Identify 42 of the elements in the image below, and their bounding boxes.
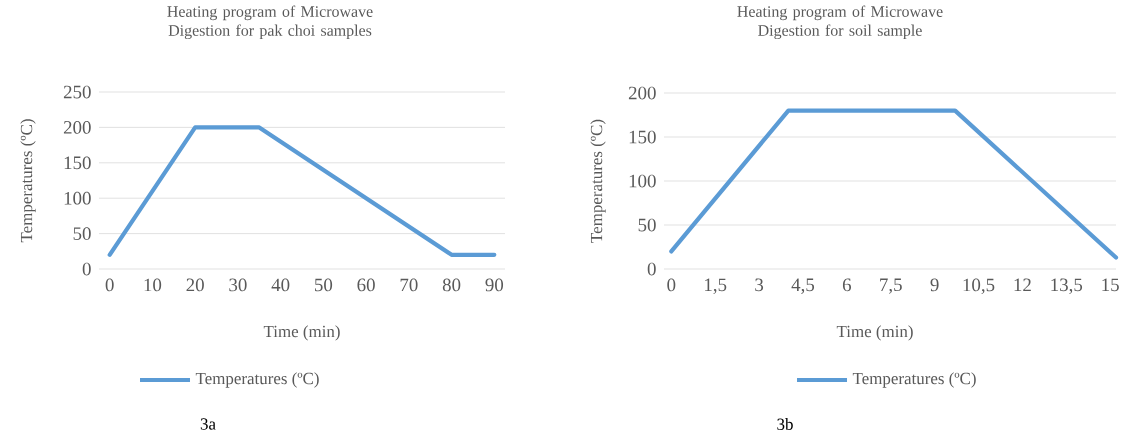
y-tick-label: 200 (628, 86, 656, 100)
y-tick-label: 50 (73, 227, 91, 240)
y-tick-label: 100 (629, 174, 656, 188)
y-tick-label: 100 (64, 191, 91, 205)
chart-title: Heating program of Microwave Digestion for soil sample (737, 5, 943, 40)
x-tick-label: 60 (357, 278, 375, 292)
x-tick-label: 50 (315, 278, 333, 292)
y-axis-title: Temperatures (ºC) (20, 119, 36, 243)
x-tick-label: 10,5 (963, 278, 995, 295)
x-tick-label: 13,5 (1051, 278, 1083, 294)
x-tick-label: 30 (229, 278, 247, 292)
x-tick-label: 15 (1102, 278, 1119, 292)
text: 3a (200, 418, 216, 430)
legend-label: Temperatures (ºC) (852, 372, 976, 388)
x-tick-label: 10 (144, 278, 162, 292)
x-tick-label: 6 (842, 278, 852, 292)
chart-title: Heating program of Microwave Digestion for pak choi samples (167, 5, 373, 40)
x-tick-label: 1,5 (705, 278, 727, 294)
x-tick-label: 80 (442, 278, 461, 292)
y-tick-label: 150 (64, 156, 91, 170)
x-tick-label: 3 (755, 278, 764, 292)
y-tick-label: 0 (647, 262, 656, 276)
x-axis-title: Time (min) (263, 325, 340, 341)
x-tick-label: 0 (105, 278, 114, 292)
x-tick-label: 40 (271, 278, 290, 292)
x-tick-label: 70 (400, 278, 418, 292)
y-tick-label: 250 (63, 85, 91, 99)
text: 3b (777, 418, 793, 430)
y-tick-label: 200 (63, 121, 91, 134)
y-tick-label: 0 (82, 262, 91, 276)
x-tick-label: 9 (930, 278, 939, 292)
y-tick-label: 50 (638, 218, 656, 232)
x-tick-label: 7,5 (880, 278, 902, 294)
y-tick-label: 150 (629, 130, 656, 144)
x-axis-title: Time (min) (836, 325, 913, 341)
x-tick-label: 12 (1014, 278, 1031, 292)
x-tick-label: 4,5 (791, 278, 815, 294)
legend-label: Temperatures (ºC) (195, 372, 319, 388)
x-tick-label: 0 (667, 278, 676, 292)
x-tick-label: 90 (485, 278, 504, 292)
y-axis-title: Temperatures (ºC) (590, 119, 606, 243)
x-tick-label: 20 (186, 278, 204, 292)
